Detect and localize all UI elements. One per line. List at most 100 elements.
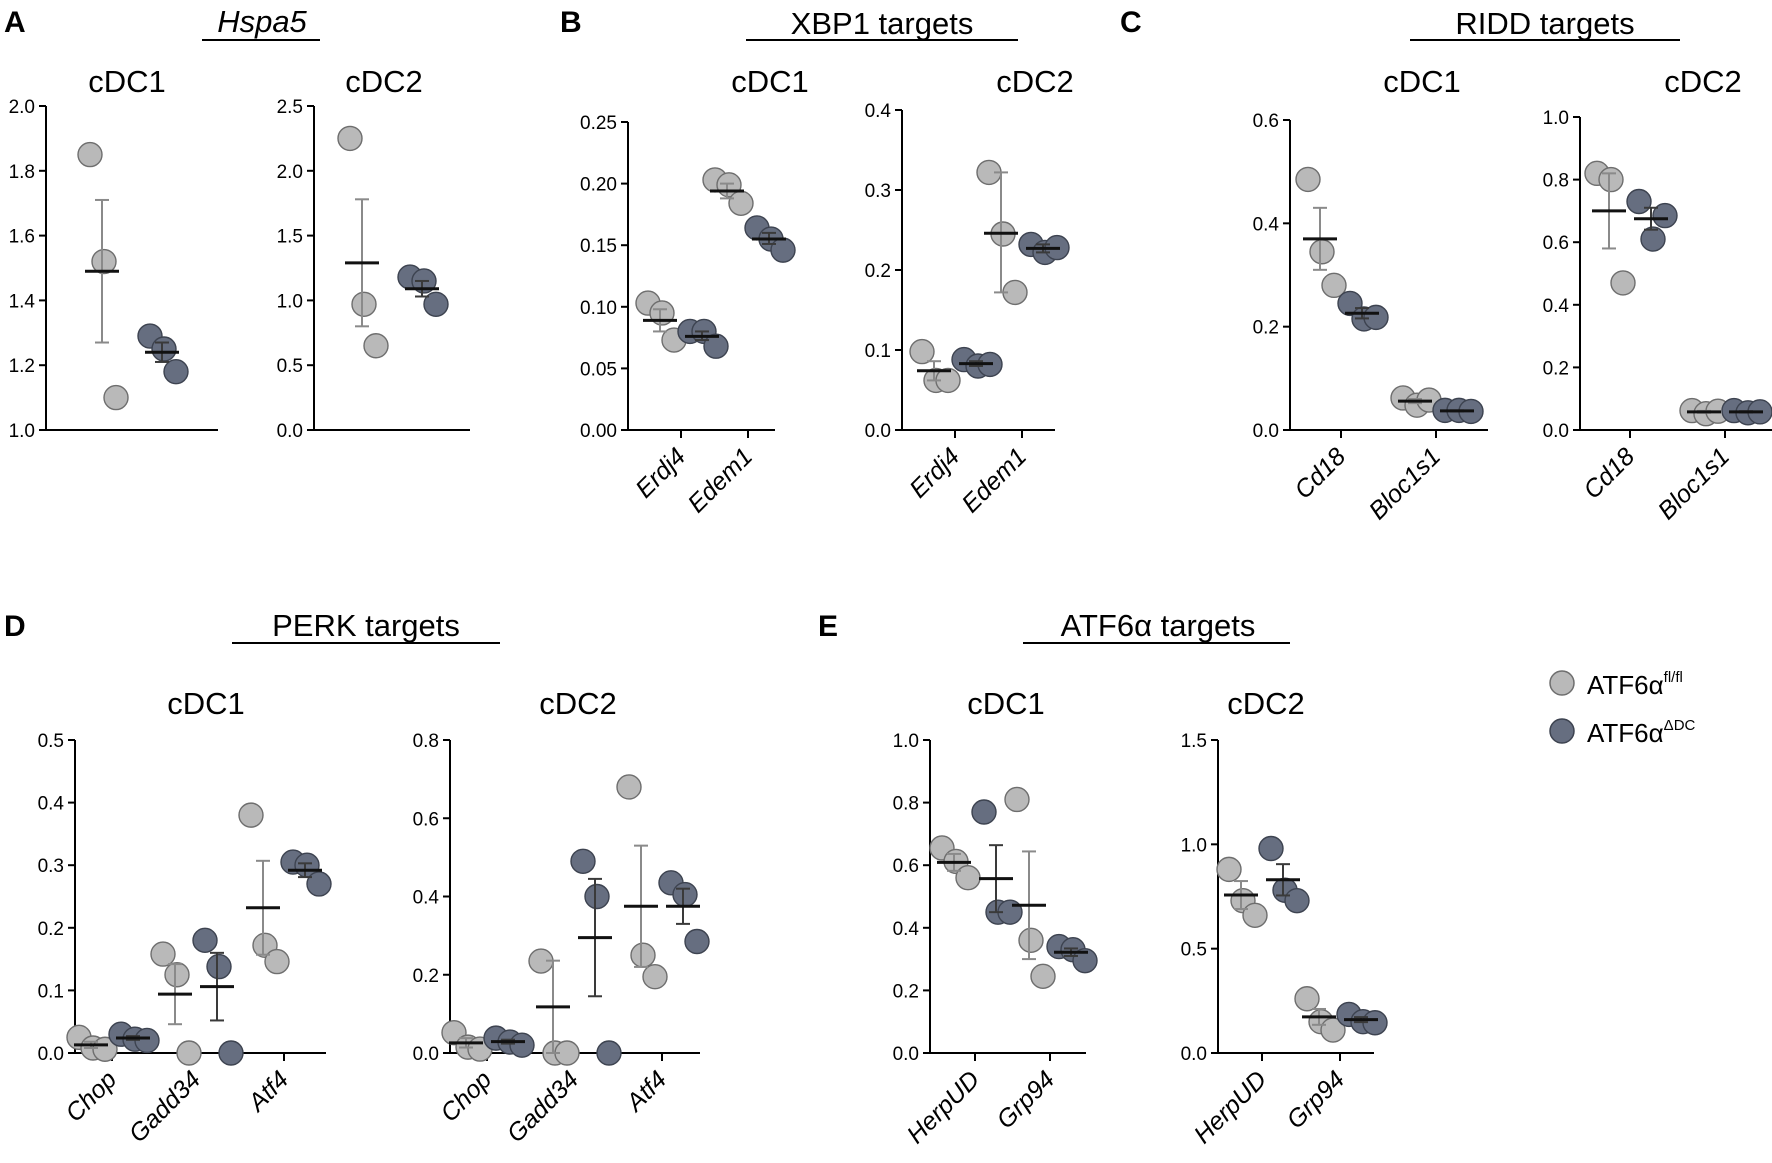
x-category-label: Edem1 <box>956 442 1032 518</box>
y-tick-label: 0.3 <box>865 181 891 202</box>
data-point-atf6-fl <box>363 333 389 359</box>
data-point-atf6-fl <box>630 942 656 968</box>
x-category-label: Erdj4 <box>904 442 965 503</box>
x-category-label: Gadd34 <box>124 1065 207 1148</box>
data-point-atf6-ddc <box>1363 304 1389 331</box>
y-tick-label: 0.2 <box>38 919 64 940</box>
data-point-atf6-ddc <box>192 927 218 954</box>
data-point-atf6-ddc <box>206 953 232 980</box>
y-tick-label: 1.0 <box>9 421 35 442</box>
y-tick-label: 0.2 <box>1543 358 1569 379</box>
data-point-atf6-ddc <box>672 881 698 908</box>
data-point-atf6-fl <box>238 802 264 828</box>
data-point-atf6-fl <box>728 190 754 217</box>
data-point-atf6-ddc <box>163 358 189 385</box>
y-tick-label: 1.6 <box>9 227 35 248</box>
y-tick-label: 0.6 <box>893 856 919 877</box>
y-tick-label: 0.2 <box>1253 318 1279 339</box>
chart-title: cDC2 <box>539 686 617 721</box>
data-point-atf6-fl <box>1321 272 1347 299</box>
y-tick-label: 1.0 <box>1543 108 1569 129</box>
y-tick-label: 0.0 <box>1543 421 1569 442</box>
y-tick-label: 0.00 <box>580 421 617 442</box>
y-tick-label: 0.4 <box>893 919 920 940</box>
data-point-atf6-fl <box>1610 270 1636 296</box>
y-tick-label: 0.4 <box>865 101 892 122</box>
y-tick-label: 1.0 <box>277 291 303 312</box>
chart-title: cDC1 <box>1383 64 1461 99</box>
x-category-label: Grp94 <box>1281 1065 1350 1134</box>
chart-title: cDC1 <box>731 64 809 99</box>
chart-title: cDC2 <box>345 64 423 99</box>
y-tick-label: 1.0 <box>1181 835 1207 856</box>
data-point-atf6-fl <box>955 865 981 891</box>
panel-letter-e: E <box>818 610 838 643</box>
y-tick-label: 1.4 <box>9 291 36 312</box>
x-category-label: HerpUD <box>1189 1065 1273 1149</box>
y-tick-label: 0.0 <box>1253 421 1279 442</box>
data-point-atf6-fl <box>264 948 290 975</box>
panel-title-ridd: RIDD targets <box>1455 6 1634 41</box>
y-tick-label: 0.8 <box>893 794 919 815</box>
y-tick-label: 0.4 <box>1253 214 1280 235</box>
panel-title-hspa5: Hspa5 <box>217 4 307 39</box>
x-category-label: Chop <box>435 1065 497 1127</box>
x-category-label: HerpUD <box>902 1065 986 1149</box>
y-tick-label: 0.8 <box>1543 171 1569 192</box>
x-category-label: Atf4 <box>242 1065 295 1118</box>
data-point-atf6-fl <box>1598 166 1624 193</box>
data-point-atf6-fl <box>1309 239 1335 265</box>
y-tick-label: 0.0 <box>277 421 303 442</box>
y-tick-label: 0.4 <box>413 888 440 909</box>
chart-title: cDC2 <box>1227 686 1305 721</box>
y-tick-label: 0.8 <box>413 731 439 752</box>
data-point-atf6-ddc <box>151 336 177 362</box>
y-tick-label: 0.6 <box>1543 233 1569 254</box>
panel-letter-b: B <box>560 6 582 39</box>
data-point-atf6-fl <box>616 774 642 800</box>
data-point-atf6-fl <box>91 248 117 275</box>
panel-title-perk: PERK targets <box>272 608 460 643</box>
y-tick-label: 1.5 <box>277 227 303 248</box>
y-tick-label: 0.4 <box>38 794 65 815</box>
x-category-label: Erdj4 <box>630 442 691 503</box>
data-point-atf6-ddc <box>423 291 449 317</box>
data-point-atf6-fl <box>103 384 129 411</box>
data-point-atf6-fl <box>176 1040 202 1066</box>
data-point-atf6-fl <box>92 1036 118 1062</box>
panel-letter-d: D <box>4 610 26 643</box>
y-tick-label: 0.0 <box>865 421 891 442</box>
data-point-atf6-ddc <box>1652 202 1678 229</box>
y-tick-label: 0.2 <box>413 966 439 987</box>
data-point-atf6-fl <box>909 338 935 365</box>
y-tick-label: 0.5 <box>1181 940 1207 961</box>
data-point-atf6-ddc <box>584 883 610 910</box>
x-category-label: Bloc1s1 <box>1653 442 1736 525</box>
data-point-atf6-fl <box>1018 927 1044 954</box>
y-tick-label: 2.0 <box>277 162 303 183</box>
y-tick-label: 1.0 <box>893 731 919 752</box>
y-tick-label: 1.2 <box>9 356 35 377</box>
data-point-atf6-ddc <box>306 871 332 897</box>
data-point-atf6-fl <box>1242 902 1268 928</box>
y-tick-label: 0.5 <box>38 731 64 752</box>
y-tick-label: 0.05 <box>580 359 617 380</box>
x-category-label: Edem1 <box>682 442 758 518</box>
x-category-label: Bloc1s1 <box>1364 442 1447 525</box>
y-tick-label: 0.0 <box>893 1044 919 1065</box>
y-tick-label: 0.10 <box>580 298 617 319</box>
y-tick-label: 0.1 <box>865 341 891 362</box>
legend: ATF6αfl/fl ATF6αΔDC <box>1549 669 1696 748</box>
data-point-atf6-ddc <box>1626 188 1652 215</box>
data-point-atf6-fl <box>1294 986 1320 1012</box>
legend-label-atf6-ddc: ATF6αΔDC <box>1587 717 1696 748</box>
chart-title: cDC2 <box>1664 64 1742 99</box>
data-point-atf6-ddc <box>1640 226 1666 252</box>
data-point-atf6-ddc <box>971 799 997 825</box>
x-category-label: Grp94 <box>991 1065 1060 1134</box>
data-point-atf6-fl <box>150 941 176 967</box>
x-category-label: Atf4 <box>620 1065 673 1118</box>
data-point-atf6-ddc <box>1258 835 1284 862</box>
data-point-atf6-ddc <box>770 237 796 263</box>
